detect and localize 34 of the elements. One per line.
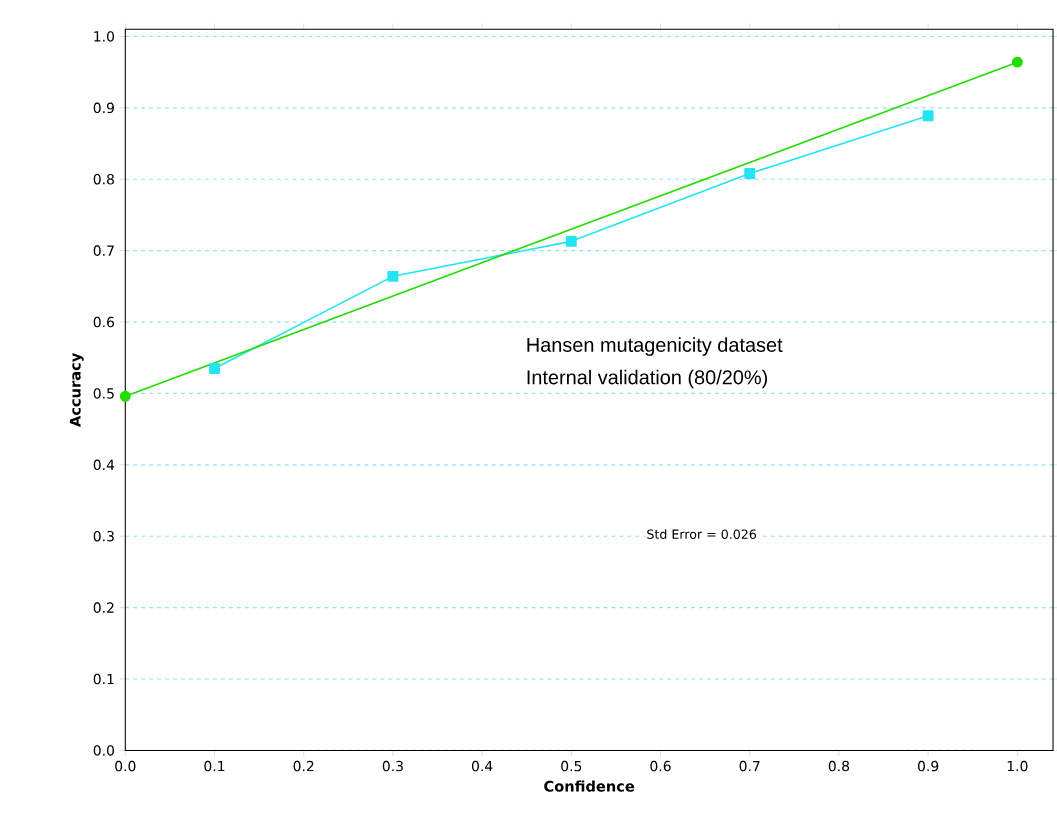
x-tick-label: 0.2: [293, 760, 314, 772]
y-tick-label: 0.2: [93, 602, 114, 613]
point: [922, 110, 934, 121]
y-tick-label: 0.8: [93, 173, 114, 185]
y-tick-label: 0.0: [93, 744, 115, 756]
y-tick-label: 0.1: [93, 673, 114, 685]
annotation: Internal validation (80/20%): [527, 369, 767, 389]
x-tick-label: 0.3: [382, 760, 403, 772]
x-tick-label: 1.0: [1007, 760, 1028, 772]
annotation: Hansen mutagenicity dataset: [527, 337, 783, 356]
y-tick-label: 0.3: [93, 530, 114, 542]
y-tick-label: 0.6: [93, 316, 115, 328]
x-tick-label: 0.0: [115, 760, 136, 772]
y-tick-label: 0.7: [93, 245, 114, 256]
x-tick-label: 0.6: [650, 760, 671, 772]
y-tick-label: 0.5: [93, 387, 114, 399]
x-tick-label: 0.1: [204, 760, 225, 772]
point: [1011, 56, 1023, 68]
x-axis-title: Confidence: [544, 780, 635, 792]
point: [565, 235, 577, 247]
x-tick-label: 0.7: [739, 760, 760, 772]
point: [387, 270, 399, 282]
x-tick-label: 0.9: [917, 760, 939, 772]
point: [209, 362, 220, 374]
point: [119, 390, 131, 402]
point: [744, 167, 756, 179]
y-tick-label: 1.0: [94, 30, 115, 42]
annotation: Std Error = 0.026: [647, 529, 757, 539]
x-tick-label: 0.8: [828, 760, 850, 772]
y-tick-label: 0.9: [93, 102, 114, 113]
x-tick-label: 0.4: [471, 760, 493, 772]
y-axis-title: Accuracy: [69, 352, 84, 427]
x-tick-label: 0.5: [561, 760, 582, 772]
y-tick-label: 0.4: [93, 459, 115, 470]
